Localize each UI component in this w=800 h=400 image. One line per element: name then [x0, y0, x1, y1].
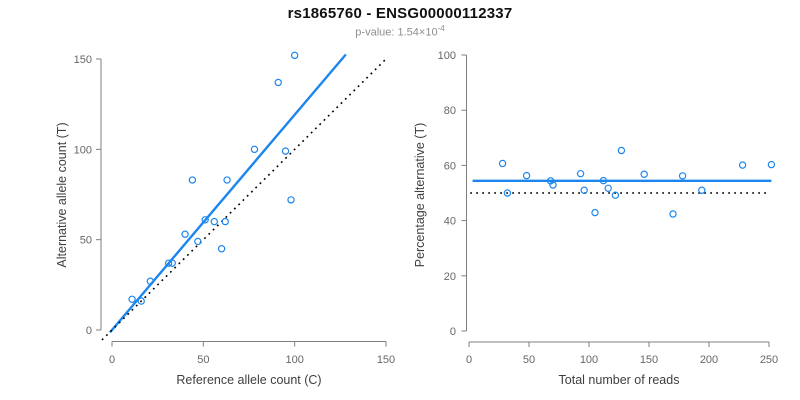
pvalue-text: p-value: 1.54×10 — [355, 26, 438, 39]
data-point — [580, 186, 588, 194]
right-xaxis-label: Total number of reads — [559, 373, 680, 387]
x-tick-label: 100 — [285, 354, 303, 366]
y-tick-label: 20 — [444, 271, 456, 283]
y-tick-label: 100 — [74, 144, 92, 156]
x-tick-label: 0 — [109, 354, 115, 366]
data-point — [599, 176, 608, 185]
y-tick-label: 100 — [438, 50, 456, 62]
x-tick-label: 200 — [700, 354, 718, 366]
data-point — [767, 160, 776, 169]
data-point — [698, 186, 706, 194]
left-xaxis-label: Reference allele count (C) — [176, 373, 321, 387]
data-point — [503, 189, 512, 197]
data-point — [576, 169, 585, 178]
data-point — [210, 217, 218, 226]
data-point — [669, 210, 677, 218]
data-point — [617, 146, 626, 155]
identity-line — [101, 56, 389, 341]
x-tick-label: 250 — [760, 354, 778, 366]
y-tick-label: 40 — [444, 216, 456, 228]
x-tick-label: 150 — [377, 354, 395, 366]
x-tick-label: 0 — [466, 354, 472, 366]
data-point — [738, 161, 747, 169]
data-point — [181, 230, 189, 238]
data-point — [640, 170, 648, 178]
data-point — [223, 176, 231, 184]
x-tick-label: 50 — [197, 354, 209, 366]
y-tick-label: 50 — [80, 235, 92, 247]
data-point — [274, 78, 282, 87]
data-point — [194, 237, 202, 246]
data-point — [164, 259, 173, 267]
data-point — [281, 147, 290, 155]
data-point — [549, 181, 557, 189]
left-scatter-panel: Reference allele count (C) Alternative a… — [55, 51, 395, 387]
fit-line — [109, 53, 347, 334]
data-point — [221, 217, 229, 226]
data-point — [604, 184, 612, 193]
data-point — [146, 277, 155, 285]
data-point — [498, 159, 507, 168]
data-point — [137, 297, 145, 305]
y-tick-label: 0 — [86, 325, 92, 337]
data-point — [290, 51, 299, 60]
right-scatter-panel: Total number of reads Percentage alterna… — [413, 50, 778, 387]
right-yaxis-label: Percentage alternative (T) — [413, 123, 427, 268]
x-tick-label: 150 — [640, 354, 658, 366]
pvalue-exponent: -4 — [437, 24, 445, 33]
y-tick-label: 150 — [74, 54, 92, 66]
data-point — [217, 244, 226, 253]
y-tick-label: 60 — [444, 160, 456, 172]
data-point — [678, 172, 687, 180]
x-tick-label: 100 — [580, 354, 598, 366]
left-yaxis-label: Alternative allele count (T) — [55, 122, 69, 267]
data-point — [591, 208, 599, 217]
data-point — [201, 216, 209, 224]
x-tick-label: 50 — [523, 354, 535, 366]
data-point — [611, 191, 620, 199]
data-point — [188, 176, 197, 184]
y-tick-label: 80 — [444, 105, 456, 117]
data-point — [168, 259, 176, 267]
data-point — [128, 295, 136, 303]
y-tick-label: 0 — [450, 326, 456, 338]
data-point — [250, 145, 259, 154]
data-point — [287, 196, 295, 204]
data-point — [522, 171, 531, 180]
figure-subtitle: p-value: 1.54×10-4 — [0, 24, 800, 39]
figure-title: rs1865760 - ENSG00000112337 — [287, 5, 513, 22]
